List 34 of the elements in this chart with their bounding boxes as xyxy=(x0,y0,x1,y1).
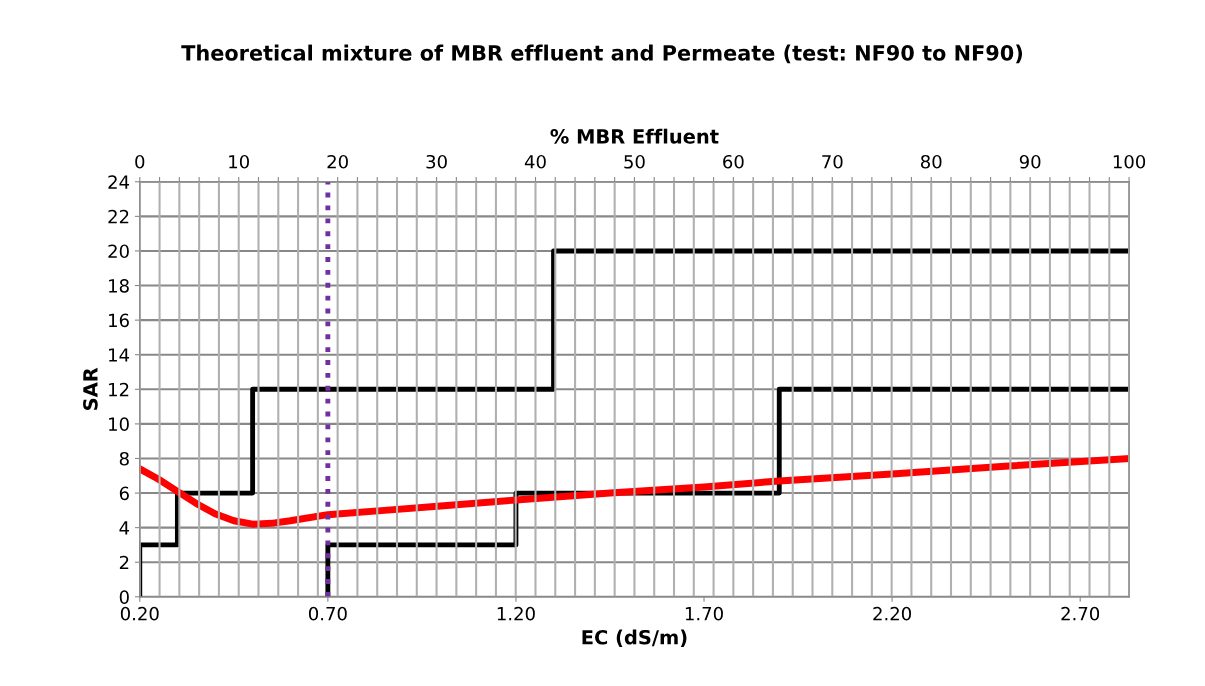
x2-tick-label: 70 xyxy=(822,154,843,169)
y-tick-label: 12 xyxy=(109,382,129,397)
x2-tick-label: 80 xyxy=(920,154,942,169)
x-tick-label: 1.70 xyxy=(685,606,723,621)
y-tick-label: 2 xyxy=(119,555,129,570)
y-axis-title: SAR xyxy=(83,367,98,410)
x2-tick-label: 0 xyxy=(135,154,145,169)
x-axis-title: EC (dS/m) xyxy=(582,629,687,647)
x2-tick-label: 10 xyxy=(229,154,249,169)
x-tick-label: 1.20 xyxy=(497,606,535,621)
x2-tick-label: 30 xyxy=(426,154,447,169)
y-tick-label: 18 xyxy=(109,279,129,293)
y-tick-label: 14 xyxy=(109,348,130,362)
x-tick-label: 2.20 xyxy=(873,606,912,621)
y-tick-label: 22 xyxy=(108,209,129,224)
x2-tick-label: 50 xyxy=(624,154,645,169)
y-tick-label: 24 xyxy=(108,175,130,189)
chart-title: Theoretical mixture of MBR effluent and Permeate (test: NF90 to NF90) xyxy=(181,44,1023,64)
x2-tick-label: 20 xyxy=(327,154,348,169)
y-tick-label: 8 xyxy=(119,451,129,466)
x2-tick-label: 40 xyxy=(524,154,546,169)
y-tick-label: 20 xyxy=(108,244,129,259)
x2-tick-label: 100 xyxy=(1113,154,1146,169)
x-tick-label: 2.70 xyxy=(1061,606,1100,621)
x2-tick-label: 90 xyxy=(1019,154,1041,169)
y-tick-label: 4 xyxy=(119,521,130,535)
x-tick-label: 0.20 xyxy=(120,606,159,621)
x2-tick-label: 60 xyxy=(723,154,744,169)
y-tick-label: 16 xyxy=(109,313,129,328)
x-tick-label: 0.70 xyxy=(308,606,347,621)
y-tick-label: 10 xyxy=(109,417,129,432)
y-tick-label: 0 xyxy=(119,590,129,604)
y-tick-label: 6 xyxy=(119,486,129,501)
x2-axis-title: % MBR Effluent xyxy=(550,128,719,144)
